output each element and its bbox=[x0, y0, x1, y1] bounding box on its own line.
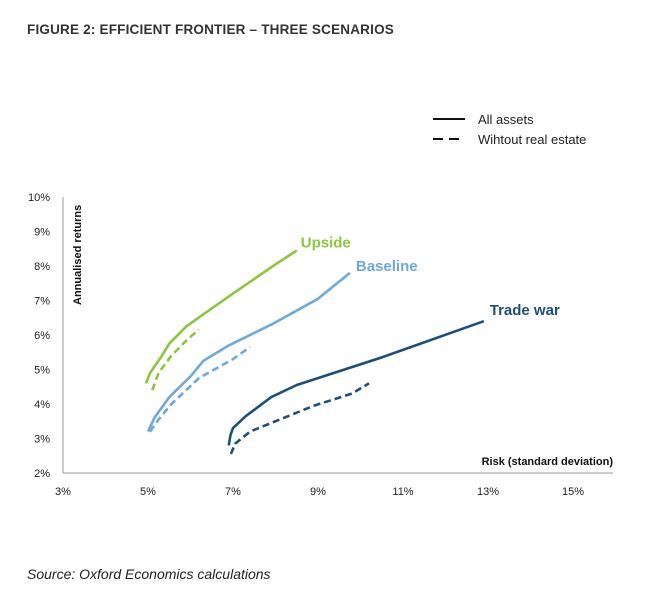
y-tick-label: 8% bbox=[34, 261, 50, 273]
x-tick-label: 7% bbox=[225, 486, 241, 498]
baseline-dashed-line bbox=[149, 346, 251, 433]
x-axis-title: Risk (standard deviation) bbox=[482, 456, 614, 468]
y-tick-label: 4% bbox=[34, 399, 50, 411]
y-tick-label: 9% bbox=[34, 227, 50, 239]
axes bbox=[62, 197, 613, 474]
baseline-label: Baseline bbox=[356, 258, 418, 275]
legend-label: Wihtout real estate bbox=[478, 132, 586, 147]
x-tick-label: 13% bbox=[477, 486, 499, 498]
upside-label: Upside bbox=[301, 234, 351, 251]
legend-label: All assets bbox=[478, 112, 534, 127]
y-tick-label: 5% bbox=[34, 365, 50, 377]
x-tick-label: 9% bbox=[310, 486, 326, 498]
x-tick-label: 15% bbox=[562, 486, 584, 498]
y-tick-label: 6% bbox=[34, 330, 50, 342]
trade-war-solid-line bbox=[227, 319, 485, 446]
y-tick-label: 7% bbox=[34, 296, 50, 308]
source-note: Source: Oxford Economics calculations bbox=[27, 566, 271, 582]
figure-title: FIGURE 2: EFFICIENT FRONTIER – THREE SCE… bbox=[27, 22, 394, 37]
x-tick-label: 3% bbox=[55, 486, 71, 498]
trade-war-label: Trade war bbox=[490, 302, 560, 319]
upside-solid-line bbox=[144, 249, 298, 384]
trade-war-dashed-line bbox=[229, 382, 370, 455]
y-axis-title: Annualised returns bbox=[72, 205, 84, 305]
baseline-solid-line bbox=[146, 271, 351, 433]
legend: All assets Wihtout real estate bbox=[433, 112, 586, 147]
series-lines bbox=[144, 249, 485, 455]
x-tick-labels: 3% 5% 7% 9% 11% 13% 15% bbox=[55, 486, 584, 498]
y-tick-labels: 2% 3% 4% 5% 6% 7% 8% 9% 10% bbox=[28, 192, 50, 480]
y-tick-label: 3% bbox=[34, 434, 50, 446]
y-tick-label: 2% bbox=[34, 468, 50, 480]
x-tick-label: 5% bbox=[140, 486, 156, 498]
upside-dashed-line bbox=[151, 328, 200, 391]
x-tick-label: 11% bbox=[392, 486, 413, 498]
y-tick-label: 10% bbox=[28, 192, 50, 204]
series-labels: Upside Baseline Trade war bbox=[301, 234, 560, 319]
